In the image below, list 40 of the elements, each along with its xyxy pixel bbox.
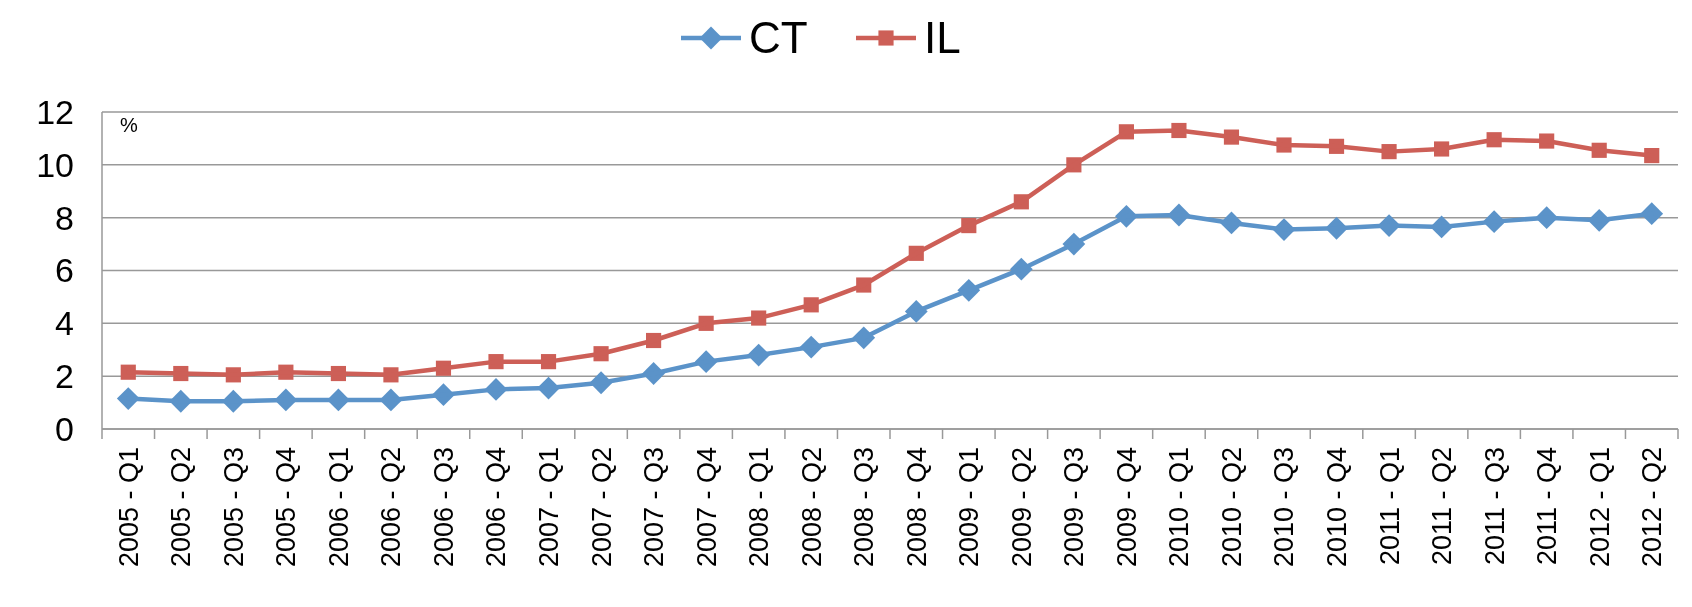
x-tick-label: 2011 - Q4 [1532, 447, 1563, 566]
x-tick-label: 2006 - Q4 [481, 447, 512, 568]
y-tick-label: 2 [55, 357, 74, 396]
x-tick-label: 2009 - Q1 [954, 447, 985, 568]
x-tick-label: 2010 - Q4 [1321, 447, 1352, 568]
x-tick-label: 2008 - Q3 [849, 447, 880, 568]
y-tick-label: 12 [36, 92, 74, 131]
y-tick-label: 6 [55, 251, 74, 290]
x-tick-label: 2010 - Q1 [1164, 447, 1195, 568]
annotation: % [120, 114, 138, 136]
x-tick-label: 2012 - Q1 [1584, 447, 1615, 568]
x-tick-label: 2009 - Q2 [1006, 447, 1037, 568]
x-tick-label: 2007 - Q1 [533, 447, 564, 568]
y-tick-label: 0 [55, 409, 74, 448]
x-tick-label: 2007 - Q4 [691, 447, 722, 568]
x-tick-label: 2009 - Q3 [1059, 447, 1090, 568]
x-tick-label: 2012 - Q2 [1637, 447, 1668, 568]
x-tick-label: 2011 - Q3 [1479, 447, 1510, 566]
x-tick-label: 2008 - Q4 [901, 447, 932, 568]
x-tick-label: 2011 - Q2 [1427, 447, 1458, 566]
x-tick-label: 2010 - Q3 [1269, 447, 1300, 568]
x-tick-label: 2008 - Q1 [744, 447, 775, 568]
y-tick-label: 8 [55, 198, 74, 237]
x-tick-label: 2006 - Q3 [428, 447, 459, 568]
x-tick-label: 2010 - Q2 [1216, 447, 1247, 568]
x-tick-label: 2006 - Q2 [376, 447, 407, 568]
y-tick-label: 10 [36, 145, 74, 184]
x-tick-label: 2005 - Q2 [166, 447, 197, 568]
x-tick-label: 2005 - Q3 [218, 447, 249, 568]
x-tick-label: 2006 - Q1 [323, 447, 354, 568]
x-tick-label: 2009 - Q4 [1111, 447, 1142, 568]
x-tick-label: 2008 - Q2 [796, 447, 827, 568]
x-tick-label: 2007 - Q3 [639, 447, 670, 568]
legend-label: CT [749, 13, 808, 63]
x-tick-label: 2007 - Q2 [586, 447, 617, 568]
x-tick-label: 2005 - Q4 [271, 447, 302, 568]
x-tick-label: 2011 - Q1 [1374, 447, 1405, 566]
legend-label: IL [924, 13, 961, 63]
x-tick-label: 2005 - Q1 [113, 447, 144, 568]
y-tick-label: 4 [55, 304, 74, 343]
